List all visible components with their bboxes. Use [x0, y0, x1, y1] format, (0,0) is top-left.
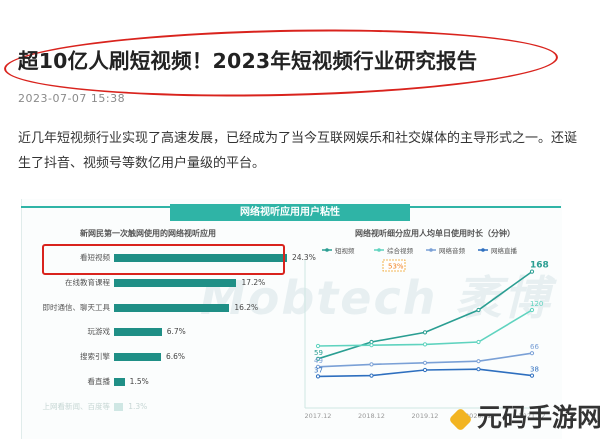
x-tick-label: 2020.12	[465, 412, 492, 420]
article-headline: 超10亿人刷短视频！2023年短视频行业研究报告	[18, 49, 478, 73]
data-label: 49	[314, 357, 323, 365]
series-point	[476, 307, 481, 313]
bar	[114, 254, 287, 262]
legend-marker	[429, 248, 433, 252]
series-point	[369, 343, 374, 348]
bar-value: 24.3%	[292, 253, 316, 262]
series-point	[476, 359, 481, 364]
legend-marker	[377, 248, 381, 252]
legend-label: 短视频	[335, 246, 355, 255]
article-body: 近几年短视频行业实现了高速发展，已经成为了当今互联网娱乐和社交媒体的主导形式之一…	[18, 131, 578, 171]
series-point	[529, 373, 535, 378]
bar-row: 在线教育课程 17.2%	[38, 276, 298, 290]
bar	[114, 353, 161, 362]
line-panel-title: 网络视听细分应用人均单日使用时长（分钟）	[355, 229, 515, 238]
bar-value: 1.5%	[129, 377, 149, 386]
series-point	[422, 342, 428, 347]
bar-value: 6.6%	[165, 352, 186, 362]
data-label: 37	[314, 366, 323, 374]
data-label: 66	[530, 343, 539, 351]
x-tick-label: 2018.12	[358, 412, 385, 420]
site-logo: 元码手游网	[448, 398, 600, 434]
series-point	[476, 367, 481, 372]
legend-marker	[481, 248, 485, 252]
report-figure	[21, 199, 562, 439]
highlight-box	[42, 244, 285, 275]
bar-value: 17.2%	[241, 277, 266, 287]
report-banner: 网络视听应用用户粘性	[170, 204, 410, 221]
bar-value: 6.7%	[166, 327, 186, 337]
legend-label: 网络音频	[439, 246, 466, 255]
series-point	[422, 330, 428, 335]
x-tick-label: 2017.12	[305, 412, 332, 420]
bar-value: 16.2%	[234, 302, 259, 312]
bar	[114, 303, 230, 312]
series-point	[369, 362, 374, 367]
data-label: 120	[530, 300, 543, 308]
series-point	[529, 351, 535, 356]
bar-row: 即时通信、聊天工具 16.2%	[38, 301, 298, 315]
annotation-box	[382, 259, 406, 272]
bar-label: 看短视频	[80, 253, 110, 262]
x-tick-label: 2021.12	[519, 412, 546, 420]
watermark: Mobtech 袤博	[200, 271, 552, 325]
bar-row: 上网看新闻、百度等 1.3%	[38, 400, 298, 414]
bar-label: 即时通信、聊天工具	[42, 302, 111, 312]
bar-label: 玩游戏	[87, 327, 111, 337]
series-point	[369, 373, 374, 378]
bar-label: 看直播	[87, 377, 111, 386]
legend-label: 综合视频	[387, 246, 414, 255]
bar	[114, 278, 237, 287]
legend-marker	[325, 248, 329, 252]
series-point	[529, 307, 535, 313]
series-point	[529, 269, 535, 274]
data-label: 168	[530, 261, 549, 271]
series-point	[476, 339, 481, 345]
series-point	[315, 364, 321, 369]
bar-label: 在线教育课程	[65, 277, 110, 287]
x-tick-label: 2019.12	[412, 412, 439, 420]
bar	[114, 378, 125, 386]
bar-value: 1.3%	[128, 401, 148, 411]
logo-icon	[448, 406, 473, 432]
bar-row: 看直播 1.5%	[38, 375, 298, 389]
annotation-label: 53%	[388, 263, 404, 271]
series-point	[315, 374, 321, 379]
bar-row: 玩游戏 6.7%	[38, 325, 298, 339]
series-line	[317, 309, 533, 347]
series-point	[315, 356, 321, 361]
bar-label: 上网看新闻、百度等	[42, 401, 111, 411]
logo-text: 元码手游网	[477, 403, 600, 432]
series-point	[422, 367, 428, 373]
data-label: 38	[530, 366, 539, 374]
bar	[114, 402, 124, 411]
legend-label: 网络直播	[491, 246, 518, 255]
publish-date: 2023-07-07 15:38	[18, 92, 126, 105]
bar-label: 搜索引擎	[80, 352, 110, 362]
series-point	[315, 343, 321, 349]
bar-panel-title: 新网民第一次触网使用的网络视听应用	[80, 229, 216, 238]
bar	[114, 328, 162, 337]
series-point	[422, 360, 428, 365]
bar-row: 搜索引擎 6.6%	[38, 350, 298, 364]
bar-row: 看短视频 24.3%	[38, 251, 316, 265]
data-label: 59	[314, 349, 323, 357]
